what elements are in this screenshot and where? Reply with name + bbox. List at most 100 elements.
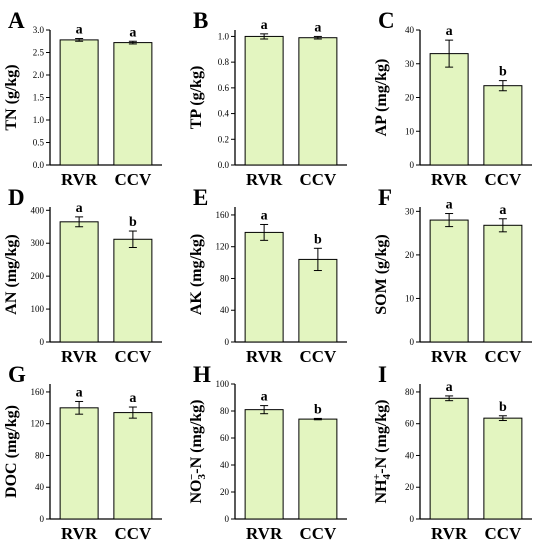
- y-tick-label: 40: [220, 460, 230, 470]
- y-tick-label: 120: [31, 419, 45, 429]
- panel-I: I NH4+-N (mg/kg) 0 20 40 60 80 a RVR b CCV: [371, 362, 532, 543]
- y-axis-label: TP (g/kg): [188, 66, 205, 130]
- y-axis-label: AN (mg/kg): [3, 234, 20, 314]
- bar-ccv: [113, 412, 153, 520]
- y-tick-label: 1.0: [218, 31, 230, 41]
- significance-letter: b: [129, 215, 137, 230]
- y-tick-label: 0: [410, 514, 415, 524]
- y-tick-label: 80: [220, 406, 230, 416]
- panel-letter: E: [193, 185, 208, 210]
- y-tick-label: 60: [220, 433, 230, 443]
- y-tick-label: 10: [405, 126, 415, 136]
- y-tick-label: 0.2: [218, 134, 229, 144]
- bar-ccv: [298, 37, 338, 166]
- bar-ccv: [483, 224, 523, 343]
- y-axis-label: DOC (mg/kg): [3, 405, 20, 498]
- x-tick-label-rvr: RVR: [61, 170, 98, 189]
- x-tick-label-rvr: RVR: [431, 347, 468, 366]
- bar-ccv: [113, 238, 153, 343]
- y-tick-label: 400: [31, 205, 45, 215]
- significance-letter: a: [446, 24, 453, 39]
- y-tick-label: 0.5: [33, 138, 45, 148]
- bar-rvr: [244, 409, 284, 520]
- x-tick-label-ccv: CCV: [484, 347, 522, 366]
- significance-letter: a: [314, 20, 321, 35]
- y-tick-label: 0: [225, 337, 230, 347]
- x-tick-label-ccv: CCV: [114, 347, 152, 366]
- panel-letter: G: [8, 362, 26, 387]
- panel-letter: B: [193, 8, 208, 33]
- bar-rvr: [244, 231, 284, 343]
- significance-letter: a: [129, 391, 136, 406]
- bar-rvr: [244, 35, 284, 166]
- y-tick-label: 60: [405, 419, 415, 429]
- y-tick-label: 120: [216, 242, 230, 252]
- panel-E: E AK (mg/kg) 0 40 80 120 160 a RVR b CCV: [188, 185, 347, 366]
- y-tick-label: 0: [40, 514, 45, 524]
- panel-C: C AP (mg/kg) 0 10 20 30 40 a RVR b CCV: [373, 8, 532, 189]
- y-tick-label: 30: [405, 59, 415, 69]
- y-tick-label: 0: [410, 160, 415, 170]
- y-tick-label: 100: [216, 379, 230, 389]
- y-tick-label: 100: [31, 304, 45, 314]
- y-tick-label: 80: [220, 273, 230, 283]
- y-tick-label: 160: [31, 387, 45, 397]
- panel-H: H NO3−-N (mg/kg) 0 20 40 60 80 100 a RVR b CCV: [186, 362, 347, 543]
- x-tick-label-ccv: CCV: [299, 347, 337, 366]
- panel-F: F SOM (g/kg) 0 10 20 30 a RVR a CCV: [373, 185, 532, 366]
- bar-ccv: [298, 258, 338, 343]
- y-tick-label: 160: [216, 210, 230, 220]
- y-tick-label: 0.0: [33, 160, 45, 170]
- bar-ccv: [113, 42, 153, 166]
- significance-letter: b: [499, 400, 507, 415]
- significance-letter: a: [76, 201, 83, 216]
- y-tick-label: 0.6: [218, 83, 230, 93]
- y-axis-label: TN (g/kg): [3, 64, 20, 130]
- x-tick-label-ccv: CCV: [299, 524, 337, 543]
- significance-letter: a: [261, 208, 268, 223]
- y-tick-label: 2.5: [33, 48, 45, 58]
- y-tick-label: 20: [405, 482, 415, 492]
- y-tick-label: 20: [220, 487, 230, 497]
- significance-letter: b: [499, 65, 507, 80]
- y-tick-label: 40: [405, 450, 415, 460]
- y-tick-label: 3.0: [33, 25, 45, 35]
- panel-letter: C: [378, 8, 395, 33]
- panel-letter: D: [8, 185, 25, 210]
- significance-letter: a: [129, 25, 136, 40]
- y-tick-label: 40: [35, 482, 45, 492]
- significance-letter: a: [499, 203, 506, 218]
- significance-letter: a: [76, 23, 83, 38]
- bar-rvr: [429, 397, 469, 520]
- panel-letter: A: [8, 8, 25, 33]
- x-tick-label-rvr: RVR: [61, 524, 98, 543]
- x-tick-label-rvr: RVR: [431, 524, 468, 543]
- y-tick-label: 80: [405, 387, 415, 397]
- significance-letter: b: [314, 402, 322, 417]
- y-tick-label: 10: [405, 293, 415, 303]
- bar-rvr: [429, 219, 469, 343]
- panel-letter: F: [378, 185, 392, 210]
- y-tick-label: 0.4: [218, 109, 230, 119]
- y-tick-label: 2.0: [33, 70, 45, 80]
- significance-letter: a: [446, 198, 453, 213]
- significance-letter: a: [261, 390, 268, 405]
- y-tick-label: 200: [31, 271, 45, 281]
- y-tick-label: 0.0: [218, 160, 230, 170]
- y-tick-label: 40: [405, 25, 415, 35]
- x-tick-label-ccv: CCV: [484, 170, 522, 189]
- x-tick-label-rvr: RVR: [246, 347, 283, 366]
- y-axis-label: SOM (g/kg): [373, 234, 390, 314]
- significance-letter: a: [261, 18, 268, 33]
- bar-rvr: [59, 221, 99, 343]
- significance-letter: b: [314, 232, 322, 247]
- bar-rvr: [429, 53, 469, 166]
- x-tick-label-ccv: CCV: [114, 170, 152, 189]
- y-tick-label: 1.5: [33, 93, 45, 103]
- panel-A: A TN (g/kg) 0.0 0.5 1.0 1.5 2.0 2.5 3.0 a RVR a CCV: [3, 8, 162, 189]
- significance-letter: a: [76, 385, 83, 400]
- x-tick-label-ccv: CCV: [484, 524, 522, 543]
- bar-ccv: [483, 85, 523, 166]
- panel-B: B TP (g/kg) 0.0 0.2 0.4 0.6 0.8 1.0 a RVR a CCV: [188, 8, 347, 189]
